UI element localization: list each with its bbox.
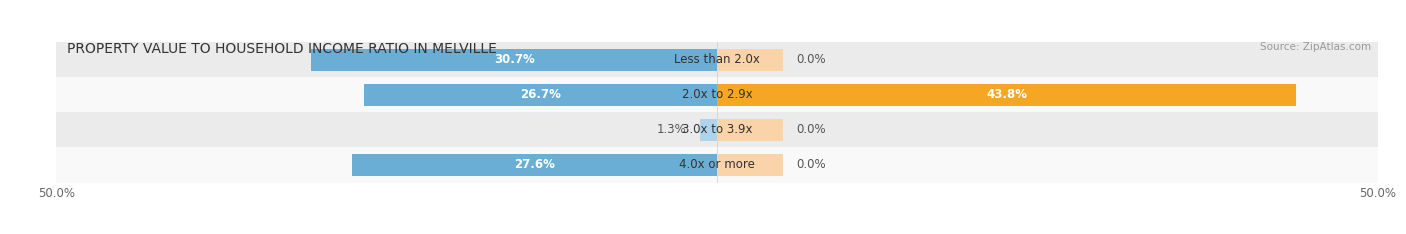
Text: 3.0x to 3.9x: 3.0x to 3.9x <box>682 123 752 136</box>
Text: 0.0%: 0.0% <box>796 123 825 136</box>
Text: 0.0%: 0.0% <box>796 158 825 172</box>
Bar <box>717 84 1296 106</box>
Bar <box>311 49 717 70</box>
Bar <box>717 119 783 141</box>
Bar <box>56 42 1378 77</box>
Legend: Without Mortgage, With Mortgage: Without Mortgage, With Mortgage <box>588 231 846 234</box>
Text: 26.7%: 26.7% <box>520 88 561 101</box>
Text: 30.7%: 30.7% <box>494 53 534 66</box>
Text: 2.0x to 2.9x: 2.0x to 2.9x <box>682 88 752 101</box>
Text: 1.3%: 1.3% <box>657 123 686 136</box>
Bar <box>717 154 783 176</box>
Bar <box>56 147 1378 183</box>
Bar <box>56 77 1378 112</box>
Text: Source: ZipAtlas.com: Source: ZipAtlas.com <box>1260 42 1371 52</box>
Text: 0.0%: 0.0% <box>796 53 825 66</box>
Bar <box>56 112 1378 147</box>
Text: 43.8%: 43.8% <box>986 88 1026 101</box>
Bar <box>364 84 717 106</box>
Text: 27.6%: 27.6% <box>515 158 555 172</box>
Bar <box>700 119 717 141</box>
Text: PROPERTY VALUE TO HOUSEHOLD INCOME RATIO IN MELVILLE: PROPERTY VALUE TO HOUSEHOLD INCOME RATIO… <box>67 42 496 56</box>
Bar <box>717 49 783 70</box>
Text: 4.0x or more: 4.0x or more <box>679 158 755 172</box>
Text: Less than 2.0x: Less than 2.0x <box>673 53 761 66</box>
Bar <box>353 154 717 176</box>
